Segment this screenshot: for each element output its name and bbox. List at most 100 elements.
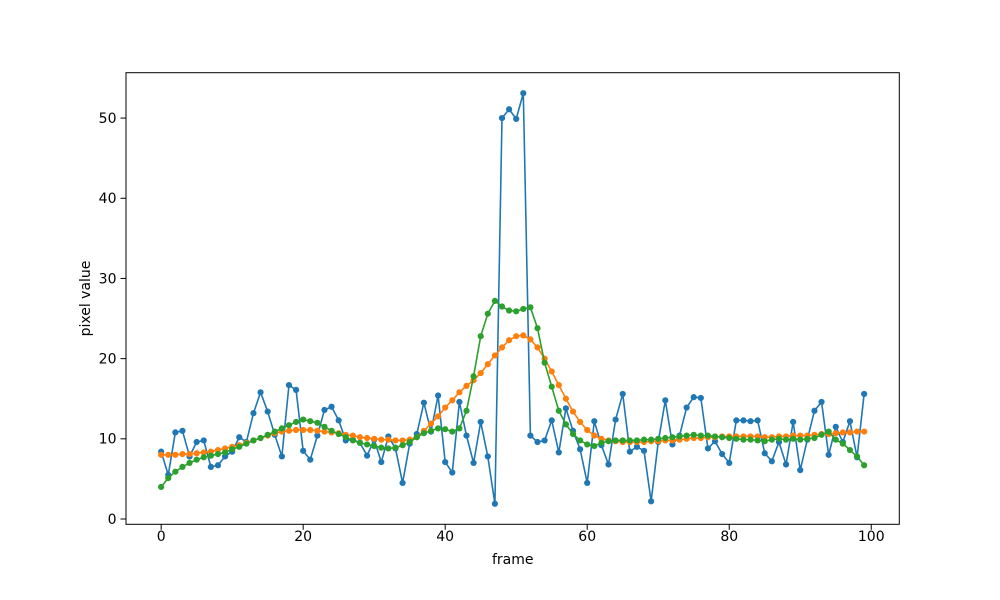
data-point-marker: [555, 407, 562, 414]
data-point-marker: [363, 452, 371, 459]
data-point-marker: [591, 418, 598, 425]
data-point-marker: [797, 436, 804, 443]
data-point-marker: [513, 115, 520, 122]
data-point-marker: [342, 434, 349, 441]
y-tick-label: 40: [99, 191, 117, 207]
data-point-marker: [285, 422, 293, 429]
data-point-marker: [236, 443, 243, 450]
data-point-marker: [207, 463, 214, 470]
data-point-marker: [484, 361, 491, 368]
data-point-marker: [420, 399, 427, 406]
data-point-marker: [413, 434, 420, 441]
data-point-marker: [697, 394, 704, 402]
series-line-raw-signal-blue: [160, 92, 865, 505]
data-point-marker: [307, 418, 314, 425]
data-point-marker: [811, 434, 818, 442]
data-point-marker: [292, 386, 300, 394]
data-point-marker: [733, 435, 740, 442]
y-tick-label: 0: [108, 512, 117, 528]
x-tick-label: 20: [294, 529, 312, 545]
data-point-marker: [754, 417, 761, 424]
data-point-marker: [257, 434, 264, 442]
data-point-marker: [165, 451, 172, 458]
data-point-marker: [506, 307, 513, 314]
data-point-marker: [577, 437, 584, 444]
data-point-marker: [633, 437, 641, 444]
y-tick-label: 30: [99, 271, 117, 287]
data-point-marker: [513, 308, 520, 315]
data-point-marker: [619, 390, 626, 398]
data-point-marker: [612, 416, 619, 423]
data-point-marker: [442, 404, 449, 411]
data-point-marker: [207, 452, 214, 459]
data-point-marker: [548, 368, 555, 375]
data-point-marker: [236, 434, 243, 441]
data-point-marker: [172, 429, 179, 436]
data-point-marker: [484, 310, 491, 317]
x-tick-label: 0: [157, 529, 166, 545]
data-point-marker: [498, 303, 506, 310]
data-point-marker: [463, 407, 470, 414]
data-point-marker: [832, 423, 839, 430]
data-point-marker: [818, 431, 825, 438]
data-point-marker: [314, 419, 321, 426]
data-point-marker: [569, 430, 577, 438]
data-point-marker: [442, 426, 449, 433]
data-point-marker: [520, 305, 527, 313]
data-point-marker: [420, 430, 427, 437]
data-point-marker: [782, 461, 790, 468]
data-point-marker: [200, 437, 207, 444]
data-point-marker: [307, 456, 314, 463]
y-axis-label: pixel value: [78, 261, 94, 337]
data-point-marker: [846, 429, 854, 436]
data-point-marker: [406, 438, 413, 446]
data-point-marker: [648, 498, 655, 505]
data-point-marker: [186, 459, 193, 466]
data-point-marker: [598, 439, 605, 446]
data-point-marker: [449, 469, 456, 476]
data-point-marker: [861, 428, 868, 435]
data-point-marker: [548, 383, 555, 390]
data-point-marker: [584, 479, 591, 487]
data-point-marker: [626, 448, 633, 455]
data-point-marker: [612, 437, 619, 444]
data-point-marker: [726, 459, 733, 466]
data-point-marker: [853, 428, 861, 435]
data-point-marker: [229, 446, 236, 453]
data-point-marker: [292, 426, 300, 434]
data-point-marker: [520, 332, 527, 339]
data-point-marker: [640, 436, 648, 443]
data-point-marker: [562, 395, 570, 402]
data-point-marker: [761, 450, 768, 457]
data-point-marker: [846, 446, 854, 454]
data-point-marker: [307, 426, 314, 434]
data-point-marker: [477, 418, 484, 426]
data-point-marker: [363, 434, 371, 442]
data-point-marker: [314, 427, 321, 434]
axes-layer: 0 20 40 60 80 100 0 10 20 30 40 50: [99, 72, 900, 545]
data-point-marker: [300, 426, 307, 434]
data-point-marker: [378, 444, 385, 451]
data-point-marker: [719, 434, 726, 441]
data-point-marker: [584, 441, 591, 448]
data-point-marker: [200, 449, 207, 456]
data-point-marker: [669, 434, 676, 441]
data-point-marker: [285, 427, 293, 434]
data-point-marker: [839, 429, 846, 436]
data-point-marker: [463, 382, 470, 389]
data-point-marker: [214, 462, 222, 469]
data-point-marker: [797, 467, 804, 474]
data-point-marker: [179, 427, 186, 434]
data-point-marker: [498, 344, 506, 351]
x-tick-label: 40: [436, 529, 454, 545]
data-point-marker: [456, 398, 463, 406]
data-point-marker: [158, 483, 165, 491]
data-point-marker: [243, 440, 250, 447]
data-point-marker: [733, 417, 740, 424]
data-point-marker: [832, 430, 839, 437]
data-point-marker: [491, 352, 498, 359]
data-point-marker: [633, 443, 641, 450]
data-point-marker: [655, 435, 662, 442]
data-point-marker: [683, 432, 690, 439]
y-tick-label: 10: [99, 432, 117, 448]
